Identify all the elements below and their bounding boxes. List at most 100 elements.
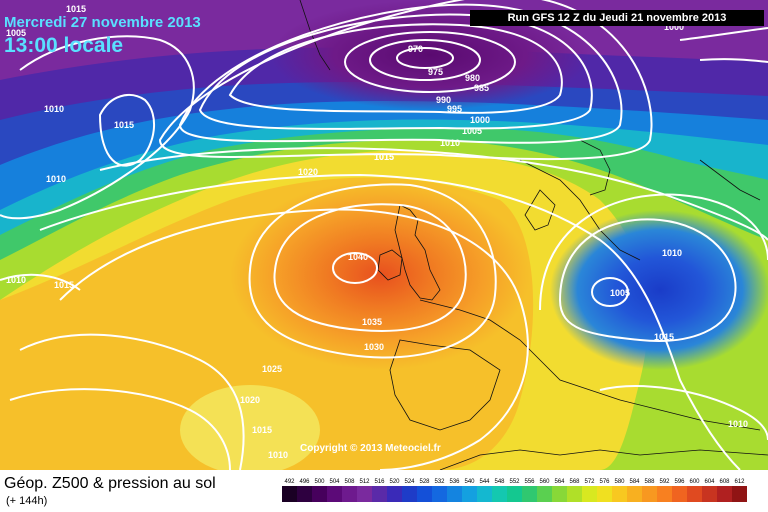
isobar-label: 1005 xyxy=(610,288,630,298)
legend-label: 500 xyxy=(314,479,325,485)
legend-label: 536 xyxy=(449,479,460,485)
south-pale-zone xyxy=(180,385,320,470)
legend-swatch xyxy=(537,486,552,502)
legend-label: 572 xyxy=(584,479,595,485)
isobar-label: 1010 xyxy=(6,275,26,285)
legend-swatch xyxy=(297,486,312,502)
legend-swatch xyxy=(327,486,342,502)
isobar-label: 1015 xyxy=(114,120,134,130)
legend-swatch xyxy=(372,486,387,502)
legend-swatch xyxy=(447,486,462,502)
isobar-label: 1005 xyxy=(6,28,26,38)
legend-label: 564 xyxy=(554,479,565,485)
low-pressure-core xyxy=(550,210,768,370)
legend-label: 584 xyxy=(629,479,640,485)
legend-label: 544 xyxy=(479,479,490,485)
legend-swatch xyxy=(477,486,492,502)
isobar-label: 1010 xyxy=(728,419,748,429)
legend-swatch xyxy=(687,486,702,502)
legend-swatch xyxy=(312,486,327,502)
legend-swatch xyxy=(462,486,477,502)
legend-label: 552 xyxy=(509,479,520,485)
legend-label: 576 xyxy=(599,479,610,485)
legend-label: 580 xyxy=(614,479,625,485)
legend-label: 504 xyxy=(329,479,340,485)
legend-swatch xyxy=(432,486,447,502)
isobar-label: 1010 xyxy=(44,104,64,114)
legend-label: 560 xyxy=(539,479,550,485)
isobar-label: 1015 xyxy=(654,332,674,342)
legend-label: 528 xyxy=(419,479,430,485)
legend-label: 592 xyxy=(659,479,670,485)
legend-label: 588 xyxy=(644,479,655,485)
isobar-label: 1015 xyxy=(252,425,272,435)
isobar-label: 1040 xyxy=(348,252,368,262)
isobar-label: 970 xyxy=(408,44,423,54)
isobar-label: 985 xyxy=(474,83,489,93)
isobar-label: 1015 xyxy=(66,4,86,14)
legend-swatch xyxy=(717,486,732,502)
isobar-label: 1035 xyxy=(362,317,382,327)
legend-swatch xyxy=(627,486,642,502)
legend-label: 548 xyxy=(494,479,505,485)
legend-label: 492 xyxy=(284,479,295,485)
isobar-label: 995 xyxy=(447,104,462,114)
isobar-label: 1010 xyxy=(268,450,288,460)
footer: Géop. Z500 & pression au sol (+ 144h) 49… xyxy=(0,470,768,512)
legend-label: 604 xyxy=(704,479,715,485)
legend-swatch xyxy=(522,486,537,502)
legend-label: 520 xyxy=(389,479,400,485)
forecast-time: 13:00 locale xyxy=(4,34,124,57)
legend-swatch xyxy=(342,486,357,502)
legend-swatch xyxy=(642,486,657,502)
legend-swatch xyxy=(282,486,297,502)
legend-swatch xyxy=(597,486,612,502)
forecast-date: Mercredi 27 novembre 2013 xyxy=(4,14,201,31)
legend-label: 612 xyxy=(734,479,745,485)
isobar-label: 975 xyxy=(428,67,443,77)
legend-swatch xyxy=(657,486,672,502)
run-info: Run GFS 12 Z du Jeudi 21 novembre 2013 xyxy=(470,10,764,26)
legend-label: 540 xyxy=(464,479,475,485)
legend-swatch xyxy=(612,486,627,502)
legend-label: 496 xyxy=(299,479,310,485)
isobar-label: 1020 xyxy=(298,167,318,177)
forecast-offset: (+ 144h) xyxy=(6,495,48,507)
coastlines xyxy=(299,0,768,470)
isobar-label: 1010 xyxy=(46,174,66,184)
color-legend: 492 496 500 504 508 512 516 520 524 528 532 536 540 5… xyxy=(282,479,747,502)
legend-label: 568 xyxy=(569,479,580,485)
isobar-label: 1000 xyxy=(664,22,684,32)
isobars xyxy=(0,0,768,470)
isobar-label: 1015 xyxy=(374,152,394,162)
legend-swatch xyxy=(492,486,507,502)
weather-map: 1015 1005 1010 1015 1010 1015 1010 1015 … xyxy=(0,0,768,470)
isobar-labels: 1015 1005 1010 1015 1010 1015 1010 1015 … xyxy=(6,4,748,460)
legend-swatch xyxy=(357,486,372,502)
legend-label: 608 xyxy=(719,479,730,485)
legend-label: 508 xyxy=(344,479,355,485)
isobar-label: 1000 xyxy=(470,115,490,125)
isobar-label: 1010 xyxy=(440,138,460,148)
isobar-label: 1015 xyxy=(374,152,394,162)
legend-label: 532 xyxy=(434,479,445,485)
isobar-label: 980 xyxy=(465,73,480,83)
legend-label: 556 xyxy=(524,479,535,485)
isobar-label: 990 xyxy=(436,95,451,105)
isobar-label: 1030 xyxy=(364,342,384,352)
legend-swatch xyxy=(507,486,522,502)
legend-swatch xyxy=(552,486,567,502)
copyright: Copyright © 2013 Meteociel.fr xyxy=(300,443,441,454)
legend-label: 600 xyxy=(689,479,700,485)
legend-swatch xyxy=(672,486,687,502)
legend-swatch xyxy=(582,486,597,502)
map-title: Géop. Z500 & pression au sol xyxy=(4,475,216,492)
isobar-label: 1020 xyxy=(240,395,260,405)
legend-swatch xyxy=(402,486,417,502)
legend-swatch xyxy=(387,486,402,502)
isobar-label: 1005 xyxy=(462,126,482,136)
legend-label: 596 xyxy=(674,479,685,485)
legend-swatch xyxy=(567,486,582,502)
legend-swatch xyxy=(417,486,432,502)
high-pressure-core xyxy=(230,180,530,370)
